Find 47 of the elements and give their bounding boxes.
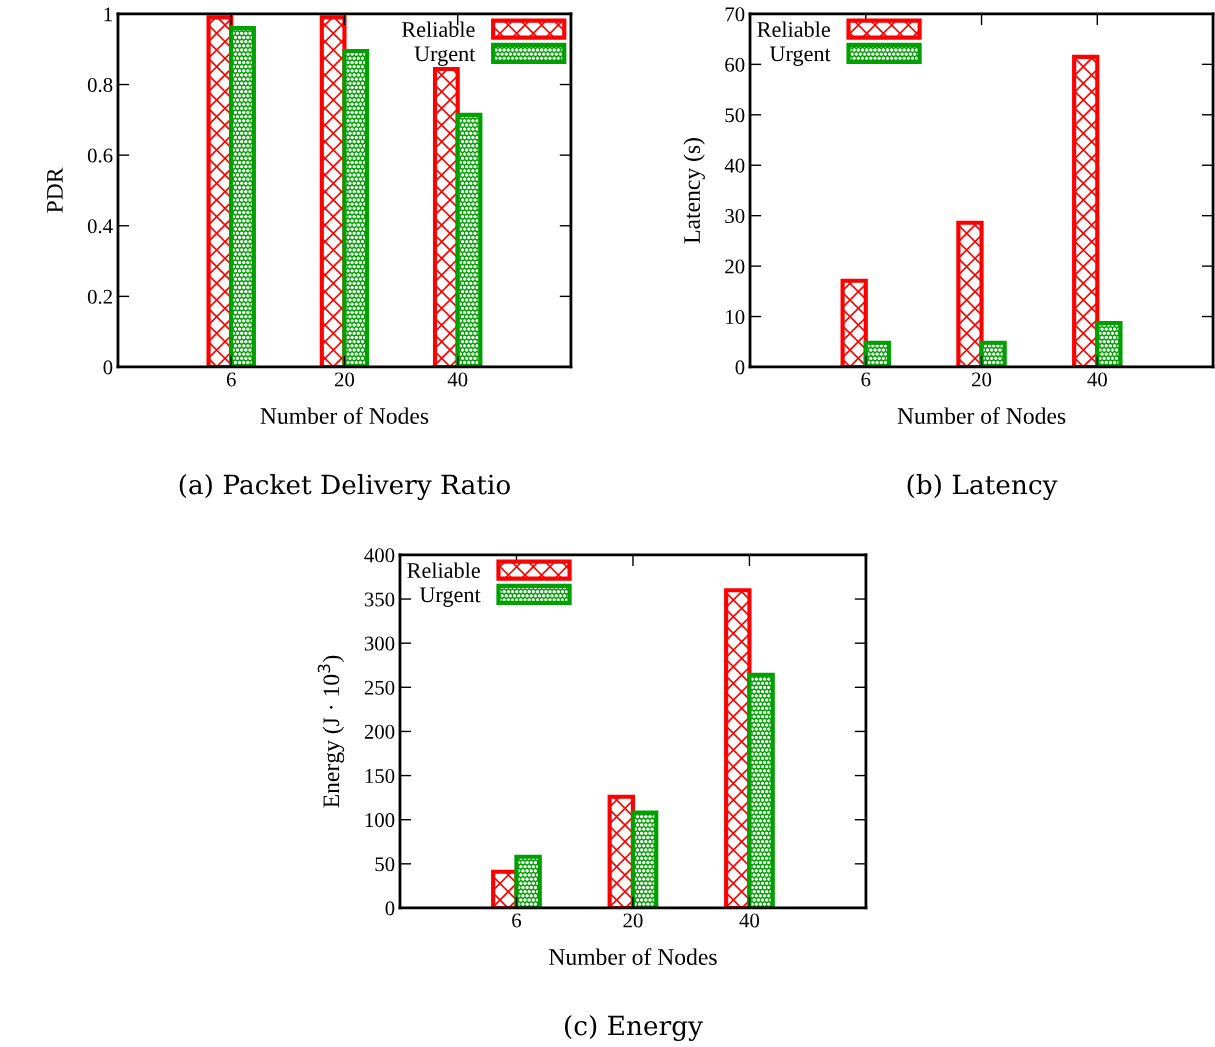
x-tick-label: 40 — [739, 913, 760, 928]
x-tick-label: 20 — [334, 372, 355, 387]
legend-label: Urgent — [419, 587, 481, 607]
text: (c) Energy — [565, 1015, 703, 1041]
legend-label: Reliable — [401, 21, 475, 38]
y-tick-label: 50 — [375, 857, 395, 872]
y-tick-label: 10 — [726, 309, 745, 324]
legend-label: Urgent — [769, 46, 831, 66]
y-tick-label: 1 — [104, 7, 112, 22]
x-tick-label: 6 — [226, 372, 236, 387]
y-tick-label: 100 — [365, 813, 395, 828]
y-tick-label: 0.2 — [87, 289, 112, 304]
y-tick-label: 0 — [103, 360, 113, 375]
x-tick-label: 40 — [447, 372, 468, 387]
x-axis-title: Number of Nodes — [549, 948, 717, 965]
y-axis-title: Latency (s) — [683, 138, 705, 244]
y-axis-title: Energy (J · 10$^{3}$) — [317, 655, 345, 808]
text: (a) Packet Delivery Ratio — [179, 474, 510, 500]
x-axis-title: Number of Nodes — [260, 407, 429, 425]
y-tick-label: 0 — [385, 901, 395, 916]
y-tick-label: 0 — [735, 360, 745, 375]
text: (b) Latency — [907, 474, 1058, 500]
y-tick-label: 350 — [364, 592, 395, 607]
y-tick-label: 40 — [724, 158, 745, 173]
y-tick-label: 200 — [364, 724, 395, 739]
y-tick-label: 0.8 — [87, 77, 113, 93]
y-tick-label: 150 — [365, 768, 395, 783]
x-tick-label: 40 — [1087, 372, 1107, 387]
x-axis-title: Number of Nodes — [897, 407, 1066, 425]
y-tick-label: 0.4 — [87, 219, 113, 234]
y-tick-label: 20 — [725, 259, 745, 274]
y-tick-label: 60 — [725, 57, 745, 72]
y-tick-label: 50 — [725, 108, 745, 123]
x-tick-label: 6 — [512, 913, 522, 928]
y-tick-label: 250 — [364, 680, 395, 695]
legend-label: Urgent — [414, 46, 476, 66]
legend-label: Reliable — [407, 562, 480, 579]
x-tick-label: 20 — [972, 372, 992, 387]
y-tick-label: 300 — [364, 636, 395, 651]
x-tick-label: 6 — [861, 372, 871, 387]
y-axis-title: PDR — [47, 167, 63, 213]
y-tick-label: 30 — [725, 209, 745, 224]
legend-label: Reliable — [757, 21, 830, 38]
x-tick-label: 20 — [623, 913, 643, 928]
y-tick-label: 70 — [725, 7, 745, 22]
y-tick-label: 0.6 — [87, 148, 113, 163]
y-tick-label: 400 — [364, 548, 395, 563]
